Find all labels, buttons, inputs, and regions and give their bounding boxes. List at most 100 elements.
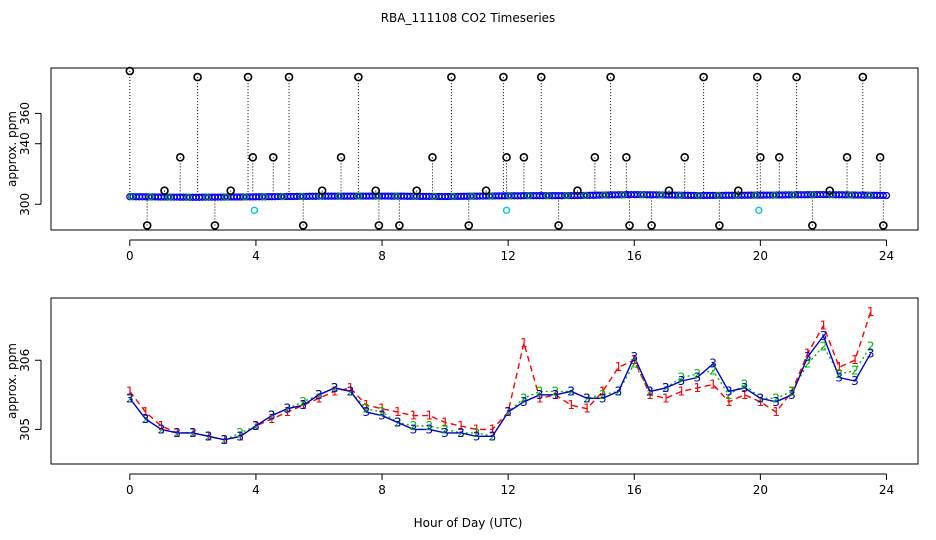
series-3-point: 3 [268, 409, 276, 423]
baseline-point [882, 191, 891, 200]
series-2-point: 2 [662, 381, 670, 395]
series-3-line [129, 334, 872, 441]
baseline-point-green [146, 193, 154, 201]
series-2-point: 2 [410, 419, 418, 433]
top-x-tick-label: 24 [879, 249, 894, 263]
spike-point [756, 153, 765, 162]
spike-point [160, 186, 169, 195]
baseline-point-green [657, 191, 665, 199]
series-1-point: 1 [315, 391, 323, 405]
outlier-point-cyan [250, 206, 259, 215]
top-x-tick-label: 4 [252, 249, 260, 263]
series-3-point: 3 [473, 429, 481, 443]
series-3-point: 3 [205, 429, 213, 443]
spike-point [606, 72, 615, 82]
series-2-point: 2 [221, 433, 229, 447]
spike-point [412, 186, 422, 195]
series-3-point: 3 [630, 350, 638, 364]
baseline-point-green [392, 192, 400, 200]
baseline-point-green [354, 192, 362, 200]
series-2-point: 2 [331, 381, 339, 395]
baseline-point-green [771, 191, 779, 199]
top-plot-frame [50, 67, 919, 231]
spike-point [502, 153, 511, 162]
spike-point [842, 153, 852, 162]
baseline-point-green [468, 192, 476, 200]
series-3-point: 3 [693, 371, 701, 385]
baseline-point-green [808, 191, 816, 199]
series-1-point: 1 [126, 384, 134, 398]
series-2-point: 2 [599, 388, 607, 402]
spike-point [879, 221, 888, 230]
series-2-point: 2 [678, 371, 686, 385]
spike-point [752, 72, 762, 82]
spike-point [733, 186, 743, 195]
series-1-point: 1 [425, 409, 433, 423]
series-1-point: 1 [236, 429, 244, 443]
series-3-point: 3 [252, 419, 260, 433]
series-2-point: 2 [362, 402, 370, 416]
spike-point [792, 72, 801, 82]
top-y-axis: 300 340 360 [18, 102, 42, 216]
top-x-tick-label: 12 [501, 249, 516, 263]
series-2-point: 2 [536, 384, 544, 398]
spike-point [142, 221, 152, 230]
spike-point [647, 221, 656, 230]
top-y-tick-label: 360 [18, 102, 32, 125]
series-1-point: 1 [599, 384, 607, 398]
series-1-point: 1 [709, 378, 717, 392]
spike-point [298, 221, 308, 230]
series-3-point: 3 [142, 412, 150, 426]
series-1-point: 1 [757, 395, 765, 409]
series-2-point: 2 [347, 384, 355, 398]
series-1-point: 1 [820, 319, 828, 333]
bottom-y-axis-label: approx. ppm [5, 343, 19, 419]
series-3-point: 3 [489, 429, 497, 443]
series-2-point: 2 [693, 367, 701, 381]
series-3-point: 3 [788, 388, 796, 402]
series-1-point: 1 [268, 412, 276, 426]
series-3-point: 3 [410, 422, 418, 436]
bottom-x-tick-label: 20 [753, 483, 768, 497]
series-2-point: 2 [615, 384, 623, 398]
series-2-point: 2 [741, 378, 749, 392]
bottom-x-tick-label: 0 [126, 483, 134, 497]
top-x-axis: 0 4 8 12 16 20 24 [126, 239, 894, 263]
baseline-point-green [581, 191, 589, 199]
series-1-point: 1 [252, 419, 260, 433]
series-3-point: 3 [662, 381, 670, 395]
series-2-point: 2 [804, 357, 812, 371]
series-2-point: 2 [772, 391, 780, 405]
series-1-point: 1 [362, 398, 370, 412]
bottom-x-tick-label: 4 [252, 483, 260, 497]
series-2-point: 2 [378, 405, 386, 419]
spike-point [175, 153, 185, 162]
series-3-point: 3 [362, 405, 370, 419]
spike-point [622, 153, 631, 162]
series-1-point: 1 [205, 429, 213, 443]
series-2-point: 2 [504, 405, 512, 419]
series-3-point: 3 [741, 381, 749, 395]
series-3-point: 3 [221, 433, 229, 447]
spike-point [125, 66, 135, 76]
series-3-point: 3 [725, 384, 733, 398]
series-2-point: 2 [284, 402, 292, 416]
series-3-point: 3 [709, 357, 717, 371]
spike-point [699, 72, 708, 82]
series-2-point: 2 [126, 391, 134, 405]
series-1-point: 1 [394, 405, 402, 419]
spike-point [573, 186, 582, 195]
spike-point [193, 72, 202, 82]
series-2-point: 2 [252, 419, 260, 433]
series-3-point: 3 [615, 384, 623, 398]
spike-point [715, 221, 724, 230]
baseline-point-green [449, 192, 457, 200]
series-3-point: 3 [757, 391, 765, 405]
baseline-point-green [846, 191, 854, 199]
series-1-point: 1 [441, 416, 449, 430]
series-2-point: 2 [157, 422, 165, 436]
series-1-point: 1 [378, 402, 386, 416]
series-3-point: 3 [552, 388, 560, 402]
